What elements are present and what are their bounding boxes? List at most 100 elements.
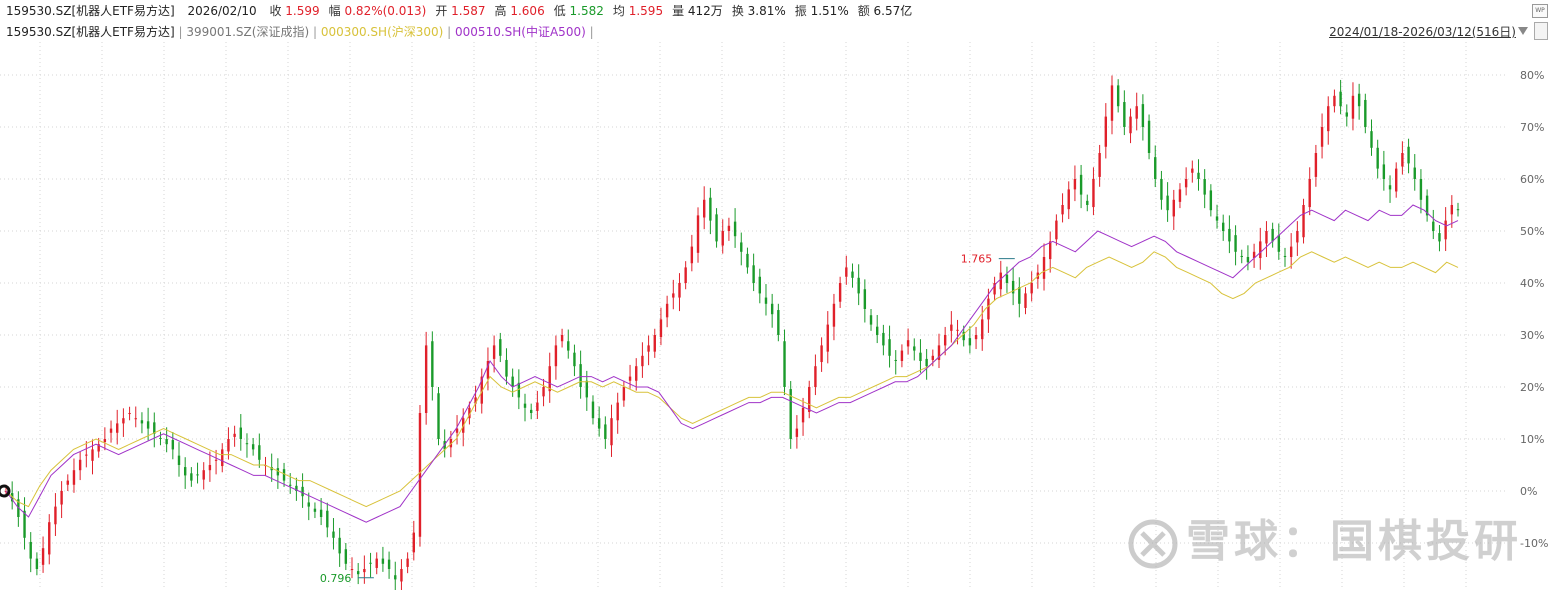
candle-body [628, 376, 632, 381]
candle-body [1030, 283, 1033, 294]
legend-item[interactable]: 000510.SH(中证A500) [455, 25, 586, 39]
wp-icon[interactable]: WP [1532, 4, 1548, 18]
quote-item: 振 1.51% [795, 3, 849, 19]
candle-body [838, 283, 842, 302]
quote-label: 开 [435, 4, 452, 18]
candle-body [665, 303, 669, 318]
candle-body [1450, 205, 1454, 215]
candle-body [962, 331, 965, 341]
quote-value: 412万 [687, 4, 723, 18]
series-line [5, 204, 1459, 523]
watermark: 雪球：国棋投研 [1128, 510, 1522, 574]
y-tick-label: 10% [1520, 433, 1544, 446]
candle-body [208, 465, 212, 471]
quote-item: 量 412万 [672, 3, 723, 19]
candle-body [1160, 179, 1163, 200]
candle-body [1086, 200, 1089, 205]
legend-bar: 159530.SZ[机器人ETF易方达] | 399001.SZ(深证成指) |… [6, 24, 594, 40]
candle-body [78, 459, 82, 471]
candle-body [66, 480, 69, 485]
quote-label: 收 [269, 4, 286, 18]
candle-body [832, 303, 836, 327]
candle-body [258, 445, 261, 460]
quote-value: 1.582 [569, 4, 604, 18]
candle-body [808, 387, 811, 412]
candle-body [906, 340, 910, 347]
candle-body [289, 484, 292, 486]
candle-body [1011, 280, 1015, 294]
candle-body [1098, 153, 1101, 177]
candle-body [888, 339, 891, 356]
candle-body [326, 510, 329, 528]
y-tick-label: 30% [1520, 329, 1544, 342]
candle-body [227, 439, 230, 452]
candle-body [1042, 257, 1046, 279]
candle-body [1277, 235, 1281, 252]
quote-item: 换 3.81% [732, 3, 786, 19]
legend-item[interactable]: 000300.SH(沪深300) [320, 25, 444, 39]
caret-down-icon[interactable] [1518, 27, 1528, 35]
candle-body [1073, 179, 1077, 190]
quote-value: 1.606 [510, 4, 545, 18]
quote-item: 额 6.57亿 [858, 3, 913, 19]
candle-body [1234, 235, 1237, 252]
candle-body [647, 345, 650, 352]
candle-body [1419, 179, 1423, 200]
candle-body [134, 418, 137, 420]
quote-label: 振 [794, 4, 811, 18]
annotation-low-label: 0.796 [320, 572, 352, 585]
xueqiu-logo-icon [1128, 519, 1178, 569]
candle-body [1191, 168, 1194, 173]
candle-body [876, 326, 879, 335]
candle-body [1345, 112, 1348, 117]
candle-body [1104, 116, 1108, 147]
candle-body [282, 469, 286, 481]
candle-body [23, 510, 26, 538]
candle-body [770, 303, 774, 315]
candle-body [610, 418, 613, 446]
candle-body [332, 531, 335, 538]
quote-label: 换 [731, 4, 748, 18]
candle-body [499, 339, 502, 356]
candle-body [567, 341, 570, 351]
candle-body [529, 409, 533, 413]
candle-body [319, 509, 323, 517]
candle-body [511, 376, 514, 387]
candle-body [406, 558, 409, 567]
candle-body [276, 468, 280, 476]
candle-body [993, 283, 996, 295]
candle-body [635, 366, 638, 381]
candle-body [1197, 172, 1200, 179]
candle-body [85, 454, 88, 456]
candle-body [54, 506, 57, 525]
scroll-handle[interactable] [1534, 22, 1548, 40]
candle-body [1314, 153, 1318, 177]
quote-label: 额 [857, 4, 874, 18]
candle-body [548, 366, 551, 392]
candle-body [1259, 241, 1262, 259]
candle-body [338, 537, 341, 554]
candle-body [233, 433, 236, 437]
candle-body [591, 401, 595, 419]
legend-item[interactable]: 399001.SZ(深证成指) [186, 25, 310, 39]
candle-body [950, 324, 953, 331]
candle-body [492, 345, 496, 359]
candle-body [91, 449, 94, 461]
candle-body [1333, 95, 1336, 107]
legend-separator: | [443, 25, 456, 39]
candle-body [653, 335, 656, 352]
candle-body [418, 413, 422, 537]
candle-body [746, 253, 749, 268]
candle-body [97, 444, 100, 452]
candle-body [387, 559, 391, 569]
date-range-link[interactable]: 2024/01/18-2026/03/12(516日) [1329, 25, 1516, 39]
candle-body [1209, 190, 1213, 211]
candle-body [1178, 189, 1182, 202]
candle-body [659, 319, 663, 338]
candle-body [622, 387, 626, 401]
candle-body [542, 387, 545, 397]
legend-item[interactable]: 159530.SZ[机器人ETF易方达] [6, 25, 175, 39]
candle-body [740, 242, 743, 252]
series-line [5, 251, 1459, 508]
candle-body [468, 407, 471, 419]
